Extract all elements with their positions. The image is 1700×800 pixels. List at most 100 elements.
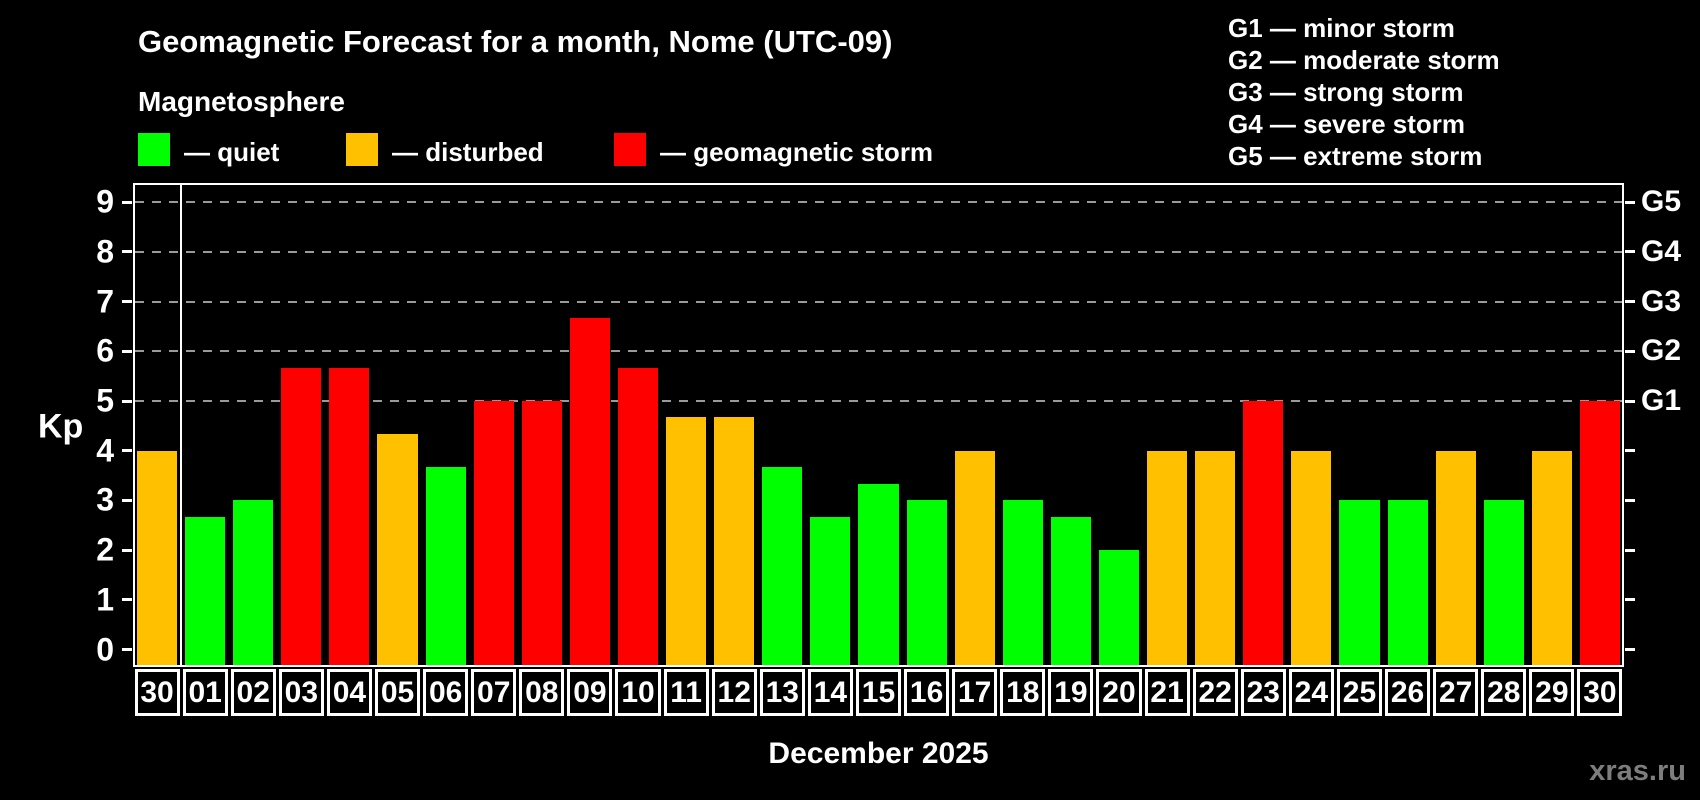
day-box-6-06: 06 — [423, 669, 469, 716]
gridline-kp8 — [135, 250, 1622, 253]
g-scale-legend: G1 — minor storm G2 — moderate storm G3 — … — [1228, 12, 1500, 172]
day-box-4-04: 04 — [326, 669, 372, 716]
day-box-23-23: 23 — [1240, 669, 1286, 716]
bar-day-23 — [1243, 401, 1284, 665]
day-box-17-17: 17 — [952, 669, 998, 716]
day-box-20-20: 20 — [1096, 669, 1142, 716]
legend-label-disturbed: — disturbed — [392, 137, 544, 167]
day-box-14-14: 14 — [807, 669, 853, 716]
y-axis-title: Kp — [38, 407, 84, 446]
y-tick-right-4 — [1625, 449, 1635, 453]
y-tick-label-5: 5 — [96, 382, 114, 419]
day-box-2-02: 02 — [230, 669, 276, 716]
right-axis-label-G4: G4 — [1641, 234, 1682, 268]
y-tick-label-2: 2 — [96, 531, 114, 568]
legend-swatch-storm — [614, 133, 646, 166]
legend-label-storm: — geomagnetic storm — [660, 137, 934, 167]
bar-day-17 — [954, 450, 995, 665]
day-box-29-29: 29 — [1529, 669, 1575, 716]
bar-day-18 — [1002, 500, 1043, 665]
day-box-16-16: 16 — [904, 669, 950, 716]
day-box-1-01: 01 — [182, 669, 228, 716]
day-box-0-30: 30 — [134, 669, 180, 716]
day-box-28-28: 28 — [1481, 669, 1527, 716]
y-tick-left-8 — [122, 250, 132, 254]
y-tick-label-7: 7 — [96, 283, 114, 320]
day-box-15-15: 15 — [855, 669, 902, 716]
legend-swatch-quiet — [138, 133, 170, 166]
gridline-kp9 — [135, 201, 1622, 204]
x-axis-title: December 2025 — [768, 737, 989, 770]
bar-day-28 — [1483, 500, 1524, 665]
g-legend-line-4: G4 — severe storm — [1228, 109, 1466, 139]
bar-day-16 — [906, 500, 947, 665]
day-box-24-24: 24 — [1288, 669, 1334, 716]
bar-day-21 — [1147, 450, 1188, 665]
bar-day-14 — [810, 516, 851, 665]
g-legend-line-2: G2 — moderate storm — [1228, 45, 1500, 75]
bar-day-30 — [1579, 401, 1620, 665]
day-box-12-12: 12 — [711, 669, 757, 716]
y-tick-left-7 — [122, 300, 132, 304]
bar-day-02 — [233, 500, 274, 665]
y-tick-left-5 — [122, 399, 132, 403]
bar-day-11 — [666, 417, 707, 665]
bar-day-25 — [1339, 500, 1380, 665]
y-tick-right-2 — [1625, 548, 1635, 552]
y-tick-right-6 — [1625, 349, 1635, 353]
day-box-5-05: 05 — [374, 669, 421, 716]
bar-day-09 — [569, 318, 610, 665]
bar-day-05 — [377, 434, 418, 665]
bar-day-27 — [1435, 450, 1476, 665]
y-tick-right-7 — [1625, 300, 1635, 304]
bar-day-01 — [185, 516, 226, 665]
y-tick-label-8: 8 — [96, 233, 114, 270]
day-box-27-27: 27 — [1433, 669, 1479, 716]
y-tick-left-3 — [122, 498, 132, 502]
right-axis-label-G3: G3 — [1641, 284, 1682, 318]
g-legend-line-1: G1 — minor storm — [1228, 13, 1455, 43]
y-tick-left-2 — [122, 548, 132, 552]
day-box-18-18: 18 — [1000, 669, 1046, 716]
bar-day-10 — [617, 367, 659, 665]
day-box-22-22: 22 — [1192, 669, 1238, 716]
y-tick-right-0 — [1625, 648, 1635, 651]
bar-day-07 — [473, 401, 514, 665]
bar-day-29 — [1531, 450, 1572, 665]
day-box-8-08: 08 — [519, 669, 565, 716]
bar-day-13 — [762, 467, 803, 665]
legend-label-quiet: — quiet — [184, 137, 280, 167]
y-tick-left-6 — [122, 349, 132, 353]
watermark: xras.ru — [1589, 755, 1686, 787]
bar-day-03 — [281, 367, 322, 665]
day-box-21-21: 21 — [1144, 669, 1190, 716]
y-tick-right-9 — [1625, 200, 1635, 204]
bar-day-19 — [1050, 516, 1091, 665]
plot-area — [133, 183, 1624, 667]
y-tick-right-1 — [1625, 598, 1635, 602]
day-box-9-09: 09 — [567, 669, 613, 716]
bar-day-08 — [521, 401, 562, 665]
y-tick-label-6: 6 — [96, 332, 114, 369]
g-legend-line-3: G3 — strong storm — [1228, 77, 1464, 107]
y-tick-label-0: 0 — [96, 631, 114, 667]
legend-swatch-disturbed — [346, 133, 378, 166]
chart-subtitle: Magnetosphere — [138, 86, 345, 117]
bar-day-22 — [1195, 450, 1236, 665]
y-tick-right-8 — [1625, 250, 1635, 254]
day-box-19-19: 19 — [1048, 669, 1094, 716]
y-tick-left-1 — [122, 598, 132, 602]
bar-day-24 — [1291, 450, 1332, 665]
y-tick-left-9 — [122, 200, 132, 204]
day-box-13-13: 13 — [759, 669, 805, 716]
right-axis-label-G1: G1 — [1641, 384, 1682, 417]
chart-title: Geomagnetic Forecast for a month, Nome (… — [138, 24, 893, 59]
right-axis-label-G5: G5 — [1641, 185, 1682, 219]
bar-day-12 — [714, 417, 755, 665]
prev-month-separator — [180, 185, 183, 665]
gridline-kp6 — [135, 350, 1622, 353]
gridline-kp7 — [135, 300, 1622, 303]
right-axis-label-G2: G2 — [1641, 334, 1682, 368]
y-tick-label-1: 1 — [96, 581, 114, 618]
